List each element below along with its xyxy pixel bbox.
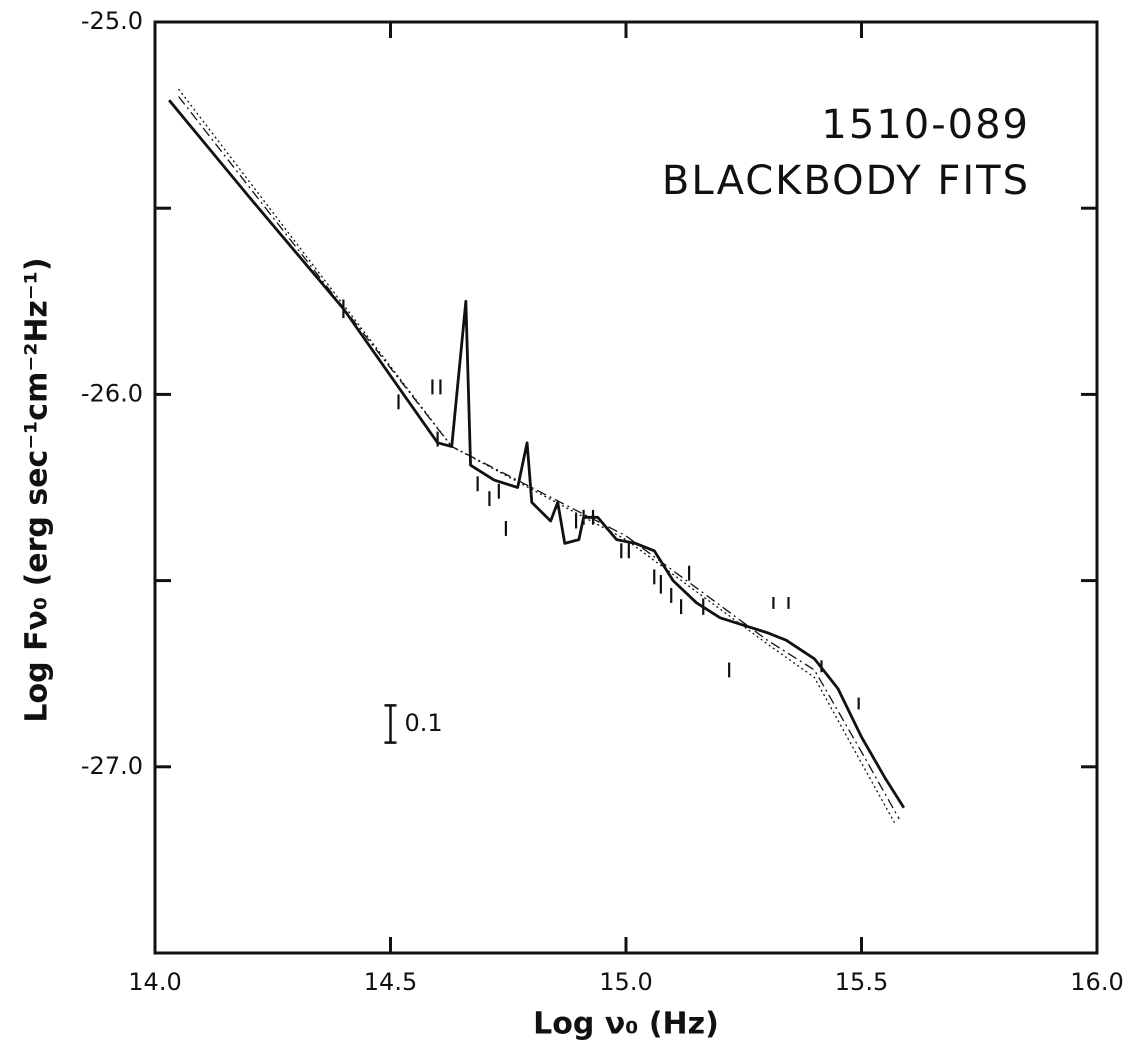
scale-bar-label: 0.1 (405, 709, 443, 737)
chart-subtitle: BLACKBODY FITS (662, 158, 1030, 204)
chart-title: 1510-089 (821, 102, 1030, 148)
y-tick-label: -25.0 (81, 7, 143, 35)
y-axis-label: Log Fν₀ (erg sec⁻¹cm⁻²Hz⁻¹) (20, 257, 55, 722)
y-tick-label: -26.0 (81, 379, 143, 407)
x-tick-label: 15.0 (599, 968, 652, 996)
scale-bar (384, 704, 397, 744)
x-tick-label: 14.5 (364, 968, 417, 996)
x-axis-label: Log ν₀ (Hz) (533, 1007, 719, 1042)
fit-line (168, 99, 906, 809)
x-tick-label: 14.0 (128, 968, 181, 996)
y-tick-label: -27.0 (81, 752, 143, 780)
fit-line (178, 96, 900, 820)
x-tick-label: 15.5 (835, 968, 888, 996)
x-tick-label: 16.0 (1070, 968, 1123, 996)
